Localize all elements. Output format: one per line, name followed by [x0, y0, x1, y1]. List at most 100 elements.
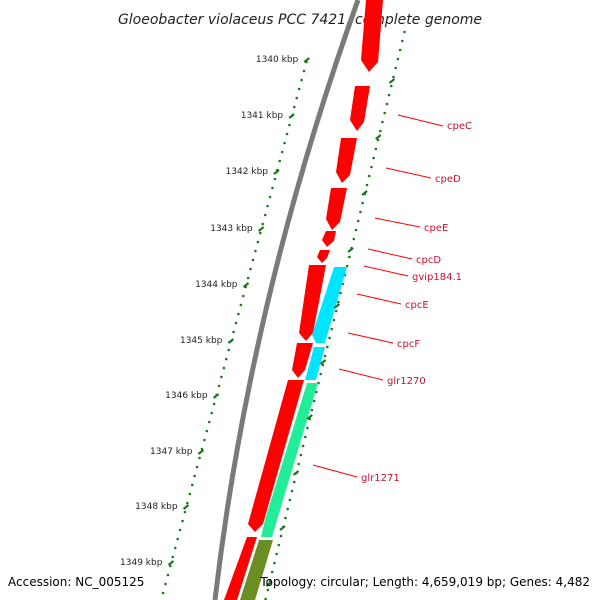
- gene-block[interactable]: [317, 250, 330, 263]
- gene-block[interactable]: [336, 138, 357, 183]
- tick-dot: [251, 258, 255, 262]
- tick-dot: [288, 123, 291, 127]
- tick-dot: [271, 186, 274, 190]
- tick-dot: [288, 498, 292, 502]
- tick-dot: [176, 537, 179, 541]
- tick-dot: [361, 201, 364, 205]
- tick-dot: [378, 129, 382, 133]
- tick-dot: [186, 501, 189, 505]
- tick-dot: [385, 102, 389, 106]
- tick-dot: [295, 96, 299, 100]
- tick-dot: [188, 492, 192, 496]
- tick-dot: [352, 237, 356, 241]
- gene-leader-line: [385, 167, 432, 179]
- tick-dot: [328, 336, 331, 340]
- tick-dot: [258, 231, 262, 235]
- tick-dot: [207, 420, 211, 424]
- major-tick-outer: [361, 190, 368, 196]
- tick-dot: [268, 195, 272, 199]
- tick-dot: [374, 147, 378, 151]
- gene-label[interactable]: cpcF: [397, 339, 420, 350]
- tick-label: 1342 kbp: [226, 167, 269, 177]
- major-tick-outer: [375, 134, 382, 140]
- topology-text: Topology: circular; Length: 4,659,019 bp…: [259, 575, 590, 589]
- gene-label[interactable]: cpeC: [447, 121, 472, 132]
- major-tick-outer: [347, 247, 354, 253]
- tick-dot: [345, 264, 349, 268]
- tick-dot: [398, 48, 402, 52]
- tick-label: 1348 kbp: [135, 502, 178, 512]
- major-tick-inner: [197, 449, 205, 455]
- gene-block[interactable]: [292, 343, 313, 378]
- gene-block[interactable]: [299, 265, 326, 341]
- tick-dot: [227, 348, 230, 352]
- major-tick-outer: [279, 525, 286, 531]
- tick-label: 1345 kbp: [180, 336, 223, 346]
- gene-label[interactable]: gvip184.1: [412, 272, 462, 283]
- tick-dot: [210, 411, 213, 415]
- tick-label: 1344 kbp: [195, 280, 238, 290]
- tick-dot: [195, 465, 199, 469]
- gene-label[interactable]: cpcD: [416, 255, 441, 266]
- major-tick-inner: [273, 169, 280, 175]
- gene-block-cyan[interactable]: [312, 267, 347, 343]
- gene-label[interactable]: cpeD: [435, 174, 461, 185]
- tick-dot: [232, 330, 235, 334]
- tick-labels: 1340 kbp 1341 kbp 1342 kbp 1343 kbp 1344 kbp…: [120, 55, 396, 587]
- major-tick-inner: [242, 282, 250, 288]
- tick-dot: [263, 213, 267, 217]
- gene-block-olive[interactable]: [240, 540, 273, 600]
- tick-dot: [354, 228, 358, 232]
- tick-dot: [297, 462, 300, 466]
- tick-dot: [278, 159, 282, 163]
- tick-label: 1341 kbp: [241, 111, 284, 121]
- major-tick-inner: [167, 560, 175, 566]
- major-tick-outer: [265, 581, 272, 587]
- tick-dot: [273, 177, 277, 181]
- tick-dot: [283, 141, 286, 145]
- gene-block[interactable]: [326, 188, 347, 230]
- gene-block[interactable]: [361, 0, 383, 72]
- tick-dot: [290, 489, 294, 493]
- tick-dot: [254, 249, 257, 253]
- major-tick-outer: [292, 470, 300, 476]
- gene-block-cyan[interactable]: [305, 347, 325, 380]
- gene-label[interactable]: glr1270: [387, 376, 426, 387]
- tick-dot: [381, 120, 384, 124]
- tick-dot: [394, 66, 397, 70]
- tick-dot: [270, 570, 274, 574]
- tick-dot: [203, 438, 206, 442]
- gene-block[interactable]: [322, 231, 336, 247]
- gene-leader-line: [356, 293, 402, 305]
- gene-label[interactable]: glr1271: [361, 473, 400, 484]
- tick-dot: [293, 105, 296, 109]
- gene-label[interactable]: cpeE: [424, 223, 448, 234]
- tick-dot: [277, 543, 281, 547]
- gene-leader-line: [312, 464, 358, 478]
- major-tick-inner: [257, 226, 265, 232]
- gene-block-green[interactable]: [261, 383, 318, 537]
- gene-block[interactable]: [350, 86, 370, 131]
- accession-text: Accession: NC_005125: [8, 575, 144, 589]
- tick-dot: [348, 255, 351, 259]
- gene-block[interactable]: [224, 537, 257, 600]
- tick-dot: [300, 78, 303, 82]
- tick-dot: [303, 435, 307, 439]
- gene-block[interactable]: [248, 380, 304, 532]
- tick-dot: [286, 507, 289, 511]
- tick-dot: [280, 150, 284, 154]
- tick-dot: [217, 384, 221, 388]
- tick-dot: [266, 204, 269, 208]
- tick-dot: [306, 426, 309, 430]
- tick-dot: [275, 552, 278, 556]
- gene-leader-line: [374, 217, 421, 228]
- gene-label[interactable]: cpcE: [405, 300, 429, 311]
- inner-tick-track: [161, 60, 308, 595]
- tick-dot: [319, 372, 323, 376]
- major-tick-outer: [333, 303, 341, 309]
- gene-leader-line: [363, 265, 409, 277]
- tick-dot: [321, 363, 325, 367]
- tick-dot: [387, 93, 391, 97]
- major-tick-outer: [306, 414, 313, 420]
